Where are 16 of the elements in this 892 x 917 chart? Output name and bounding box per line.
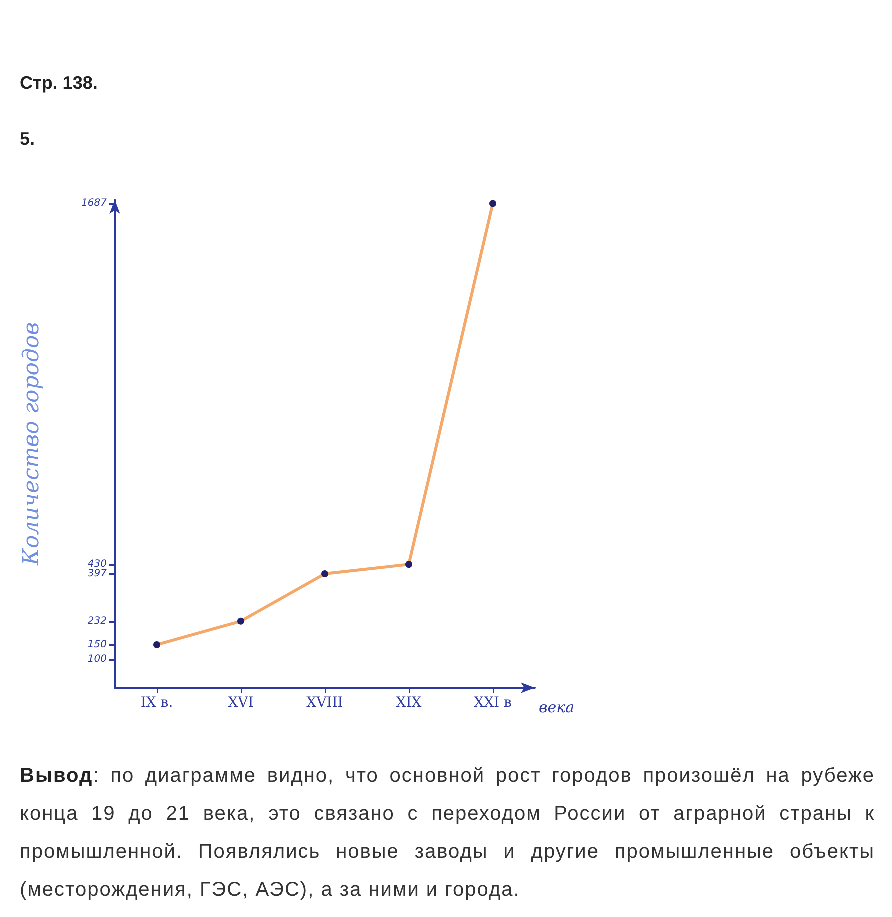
x-tick-label: XXI в <box>474 695 512 711</box>
x-tick-label: IX в. <box>140 695 174 711</box>
y-tick-label: 150 <box>88 639 107 650</box>
y-tick-label: 1687 <box>82 198 108 210</box>
x-tick-label: XVIII <box>306 695 344 711</box>
y-tick-label: 100 <box>88 654 107 665</box>
x-axis-title: века <box>539 698 575 716</box>
x-tick-label: XIX <box>396 695 422 711</box>
y-tick-label: 430 <box>88 559 107 570</box>
text: Вывод: по диаграмме видно, что основной рост городов произошёл на рубеже конца 19 до 21 века, это связано с переходом России от аграрной страны к промышленной. Появлялись новые заводы и другие промышленные объекты (месторождения, ГЭС, АЭС), а за ними и города. <box>20 764 875 903</box>
chart-subtitle: 5. <box>20 129 36 150</box>
chart-title: Стр. 138. <box>20 73 98 94</box>
x-tick-label: XVI <box>228 695 254 711</box>
y-axis-title: Количество городов <box>20 322 44 567</box>
y-tick-label: 232 <box>88 616 107 627</box>
y-tick-label: 397 <box>88 568 108 580</box>
